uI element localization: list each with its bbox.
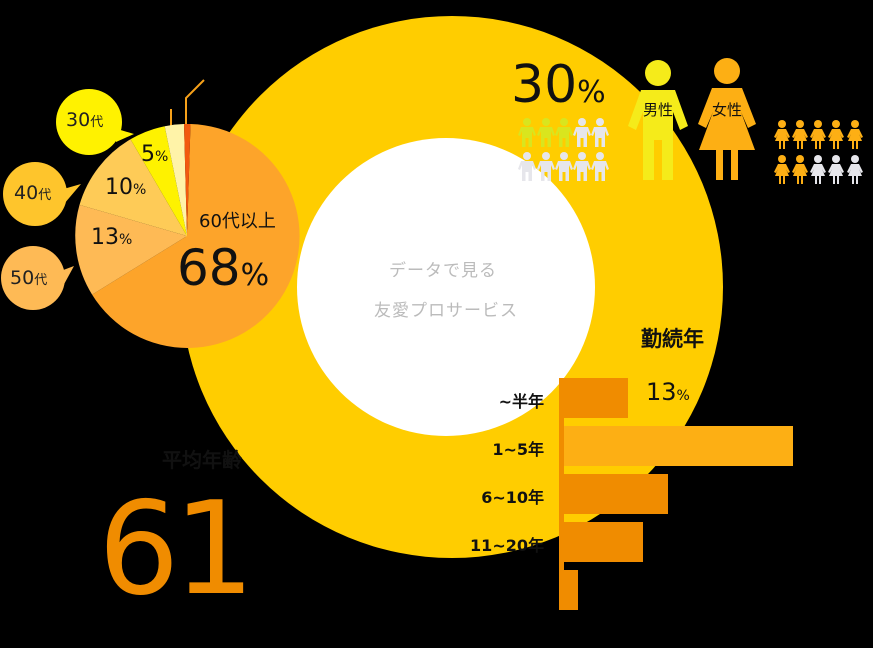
female-label: 女性 bbox=[712, 101, 743, 119]
avg-age-value: 61 bbox=[98, 475, 255, 624]
man-icon bbox=[537, 118, 555, 147]
bubble-40s-label: 40代 bbox=[14, 182, 52, 204]
man-icon bbox=[555, 152, 573, 181]
pie-slice-other bbox=[184, 123, 191, 236]
man-icon bbox=[518, 118, 536, 147]
center-title-line1: データで見る bbox=[389, 261, 497, 281]
woman-icon bbox=[792, 120, 808, 149]
tenure-label-1: 1~5年 bbox=[492, 440, 544, 459]
bubble-30s bbox=[56, 89, 134, 155]
man-icon bbox=[591, 152, 609, 181]
bubble-50s-label: 50代 bbox=[10, 267, 48, 289]
female-icon bbox=[698, 58, 756, 180]
male-label: 男性 bbox=[643, 101, 674, 119]
man-icon bbox=[555, 118, 573, 147]
avg-age-title: 平均年齢 bbox=[162, 448, 242, 472]
bubble-40s bbox=[3, 162, 81, 226]
pie-label-60plus: 68% bbox=[177, 239, 270, 297]
center-title-line2: 友愛プロサービス bbox=[374, 301, 518, 321]
leader-line-sliver bbox=[185, 79, 205, 127]
tenure-title: 勤続年 bbox=[641, 327, 704, 351]
woman-icon bbox=[774, 120, 790, 149]
tenure-label-0: ~半年 bbox=[498, 392, 544, 411]
woman-icon bbox=[774, 155, 790, 184]
pie-label-40s: 10% bbox=[105, 175, 147, 200]
man-icon bbox=[573, 152, 591, 181]
man-icon bbox=[518, 152, 536, 181]
bubble-50s bbox=[1, 246, 74, 310]
tenure-bar-0 bbox=[559, 378, 628, 418]
tenure-label-3: 11~20年 bbox=[470, 536, 544, 555]
pie-slice-50s bbox=[75, 204, 187, 295]
man-icon bbox=[537, 152, 555, 181]
pie-slice-20s bbox=[164, 124, 187, 236]
pie-slice-30s bbox=[130, 126, 187, 236]
woman-icon bbox=[792, 155, 808, 184]
woman-icon bbox=[847, 155, 863, 184]
woman-icon bbox=[847, 120, 863, 149]
pie-label-30s: 5% bbox=[141, 142, 169, 167]
tenure-bar-4 bbox=[559, 570, 578, 610]
woman-icon bbox=[810, 155, 826, 184]
bubble-30s-label: 30代 bbox=[66, 109, 104, 131]
tenure-bar-1 bbox=[564, 426, 793, 466]
woman-icon bbox=[828, 120, 844, 149]
tenure-label-2: 6~10年 bbox=[481, 488, 544, 507]
male-icon bbox=[628, 60, 688, 180]
tenure-axis bbox=[559, 378, 564, 610]
pie-label-50s: 13% bbox=[91, 225, 133, 250]
man-icon bbox=[573, 118, 591, 147]
man-icon bbox=[591, 118, 609, 147]
tenure-bar-2 bbox=[564, 474, 668, 514]
pie-slice-60plus bbox=[92, 124, 300, 349]
male-small-icons bbox=[518, 118, 609, 181]
woman-icon bbox=[810, 120, 826, 149]
pie-slice-40s bbox=[79, 139, 187, 236]
inner-circle bbox=[297, 138, 595, 436]
male-percentage: 30% bbox=[511, 55, 606, 115]
tenure-bar-3 bbox=[564, 522, 643, 562]
woman-icon bbox=[828, 155, 844, 184]
tenure-first-pct: 13% bbox=[646, 378, 690, 406]
female-small-icons bbox=[774, 120, 863, 184]
pie-label-60plus-title: 60代以上 bbox=[199, 211, 276, 232]
